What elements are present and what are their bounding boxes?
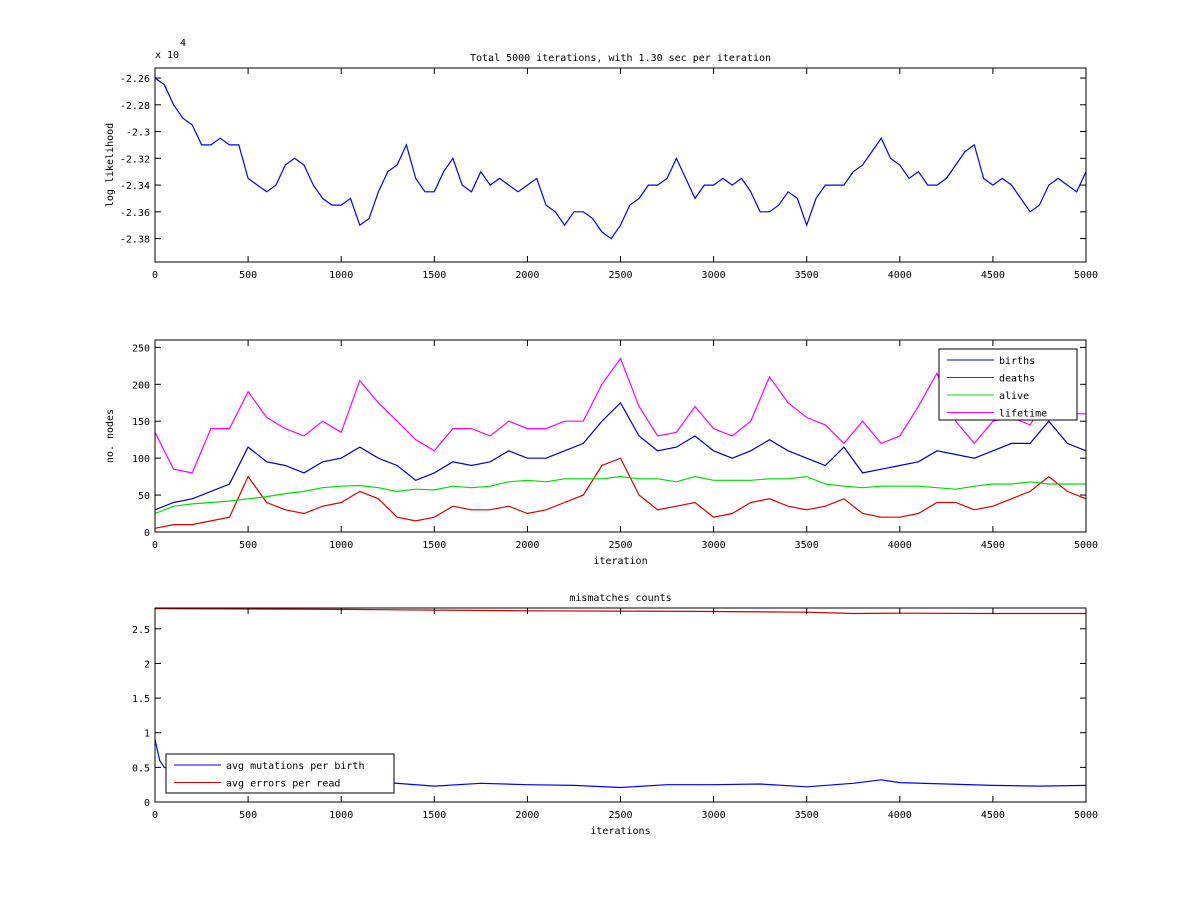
x-tick-label: 0 <box>152 810 158 821</box>
subplot-3: 0 500 1000 1500 2000 2500 3000 3500 4000 4500 5000… <box>132 593 1098 837</box>
legend-label: deaths <box>999 374 1035 385</box>
legend: births deaths alive lifetime <box>938 348 1078 421</box>
chart-title: mismatches counts <box>569 593 671 604</box>
x-tick-label: 3000 <box>702 810 726 821</box>
legend: avg mutations per birth avg errors per re… <box>165 753 395 794</box>
y-multiplier-label: x 10 <box>155 50 179 61</box>
x-tick-label: 4000 <box>888 540 912 551</box>
x-tick-label: 3500 <box>795 810 819 821</box>
y-multiplier-exponent: 4 <box>180 38 186 49</box>
x-tick-label: 500 <box>239 810 257 821</box>
x-tick-label: 4500 <box>981 810 1005 821</box>
y-axis-label: no. nodes <box>105 409 116 463</box>
x-tick-label: 4500 <box>981 270 1005 281</box>
x-tick-label: 0 <box>152 540 158 551</box>
x-axis-label: iterations <box>590 826 650 837</box>
y-tick-label: 0 <box>144 528 150 539</box>
y-tick-label: 100 <box>132 454 150 465</box>
x-tick-label: 5000 <box>1074 540 1098 551</box>
series-line-log-likelihood <box>154 77 1087 240</box>
axes-box <box>154 67 1087 263</box>
x-tick-label: 3000 <box>702 270 726 281</box>
y-tick-label: 50 <box>138 491 150 502</box>
y-tick-label: -2.28 <box>120 101 150 112</box>
y-tick-label: 250 <box>132 343 150 354</box>
x-tick-label: 500 <box>239 540 257 551</box>
x-tick-label: 2500 <box>608 540 632 551</box>
x-tick-label: 1000 <box>329 270 353 281</box>
legend-label: alive <box>999 391 1029 402</box>
y-tick-label: -2.32 <box>120 154 150 165</box>
x-tick-label: 5000 <box>1074 270 1098 281</box>
x-axis-label: iteration <box>593 556 647 567</box>
x-tick-label: 1000 <box>329 810 353 821</box>
y-tick-label: 200 <box>132 380 150 391</box>
x-tick-label: 500 <box>239 270 257 281</box>
y-tick-label: -2.36 <box>120 208 150 219</box>
series-line-alive <box>154 475 1086 515</box>
y-tick-label: 2.5 <box>132 625 150 636</box>
legend-label: births <box>999 356 1035 367</box>
x-tick-label: 2000 <box>515 540 539 551</box>
y-tick-label: -2.34 <box>120 181 150 192</box>
legend-label: avg errors per read <box>226 779 340 790</box>
legend-label: avg mutations per birth <box>226 761 364 772</box>
y-tick-label: -2.3 <box>126 128 150 139</box>
x-tick-label: 2000 <box>515 270 539 281</box>
y-axis-label: log likelihood <box>105 123 116 207</box>
x-tick-label: 1500 <box>422 540 446 551</box>
x-tick-label: 2500 <box>608 810 632 821</box>
legend-label: lifetime <box>999 409 1047 420</box>
series-line-avg-errors-per-read <box>154 608 1086 615</box>
x-tick-label: 4000 <box>888 810 912 821</box>
subplot-1: 0 500 1000 1500 2000 2500 3000 3500 4000 4500 5000… <box>105 38 1098 281</box>
series-line-births <box>154 401 1087 511</box>
y-tick-label: 150 <box>132 417 150 428</box>
x-tick-label: 3500 <box>795 270 819 281</box>
legend-box <box>165 753 395 794</box>
series-line-lifetime <box>154 357 1086 474</box>
x-tick-label: 4000 <box>888 270 912 281</box>
series-line-deaths <box>154 457 1087 529</box>
x-tick-label: 1000 <box>329 540 353 551</box>
y-tick-label: 2 <box>144 659 150 670</box>
x-tick-label: 3000 <box>702 540 726 551</box>
y-tick-label: 1 <box>144 729 150 740</box>
x-tick-label: 3500 <box>795 540 819 551</box>
y-tick-label: -2.26 <box>120 74 150 85</box>
y-tick-label: 0 <box>144 798 150 809</box>
x-tick-label: 1500 <box>422 810 446 821</box>
x-tick-label: 1500 <box>422 270 446 281</box>
x-tick-label: 2500 <box>608 270 632 281</box>
subplot-2: 0 500 1000 1500 2000 2500 3000 3500 4000 4500 5000… <box>105 339 1098 567</box>
x-tick-label: 0 <box>152 270 158 281</box>
chart-title: Total 5000 iterations, with 1.30 sec per… <box>470 53 771 64</box>
legend-box <box>938 348 1078 421</box>
x-tick-label: 2000 <box>515 810 539 821</box>
x-tick-label: 5000 <box>1074 810 1098 821</box>
x-tick-label: 4500 <box>981 540 1005 551</box>
y-tick-label: -2.38 <box>120 235 150 246</box>
y-tick-label: 0.5 <box>132 763 150 774</box>
y-tick-label: 1.5 <box>132 694 150 705</box>
